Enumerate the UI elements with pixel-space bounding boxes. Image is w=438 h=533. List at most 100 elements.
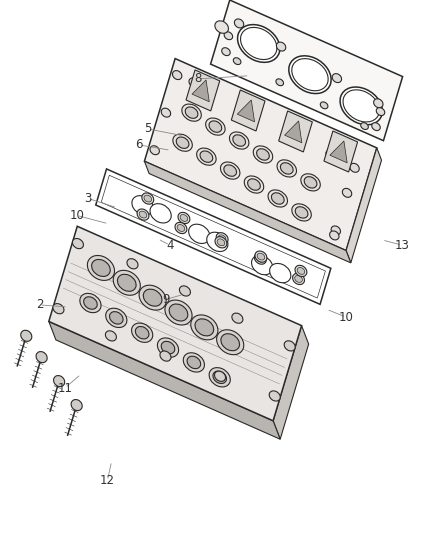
Ellipse shape	[276, 79, 283, 86]
Text: 13: 13	[395, 239, 410, 252]
Ellipse shape	[254, 253, 266, 264]
Ellipse shape	[361, 123, 368, 130]
Text: 6: 6	[135, 139, 143, 151]
Ellipse shape	[207, 232, 228, 252]
Ellipse shape	[244, 176, 264, 193]
Text: 10: 10	[69, 209, 84, 222]
Ellipse shape	[106, 331, 117, 341]
Ellipse shape	[230, 132, 249, 149]
Ellipse shape	[150, 204, 171, 223]
Ellipse shape	[292, 59, 328, 91]
Text: 11: 11	[57, 382, 72, 394]
Text: 3: 3	[84, 192, 91, 205]
Text: 4: 4	[166, 239, 174, 252]
Text: 8: 8	[194, 72, 201, 85]
Ellipse shape	[215, 371, 226, 382]
Polygon shape	[49, 227, 302, 421]
Ellipse shape	[257, 253, 265, 260]
Ellipse shape	[293, 273, 304, 285]
Ellipse shape	[160, 351, 171, 361]
Polygon shape	[145, 161, 351, 263]
Polygon shape	[237, 100, 254, 122]
Ellipse shape	[36, 352, 47, 362]
Ellipse shape	[132, 196, 153, 215]
Ellipse shape	[137, 209, 149, 220]
Ellipse shape	[284, 341, 295, 351]
Ellipse shape	[161, 341, 175, 354]
Ellipse shape	[295, 276, 302, 282]
Ellipse shape	[257, 255, 264, 262]
Ellipse shape	[330, 231, 339, 240]
Ellipse shape	[295, 265, 307, 277]
Ellipse shape	[117, 274, 136, 292]
Text: 5: 5	[145, 123, 152, 135]
Ellipse shape	[189, 224, 210, 244]
Ellipse shape	[374, 99, 383, 108]
Polygon shape	[231, 90, 265, 131]
Ellipse shape	[343, 90, 379, 122]
Ellipse shape	[301, 174, 320, 191]
Ellipse shape	[84, 297, 97, 309]
Ellipse shape	[113, 270, 140, 295]
Ellipse shape	[189, 78, 198, 87]
Ellipse shape	[209, 368, 230, 387]
Ellipse shape	[270, 263, 291, 283]
Ellipse shape	[289, 56, 331, 94]
Ellipse shape	[257, 149, 269, 160]
Ellipse shape	[209, 121, 222, 132]
Ellipse shape	[173, 134, 192, 151]
Ellipse shape	[182, 104, 201, 121]
Ellipse shape	[340, 87, 382, 125]
Ellipse shape	[251, 255, 273, 274]
Ellipse shape	[213, 371, 226, 384]
Polygon shape	[145, 59, 377, 251]
Text: 10: 10	[339, 311, 353, 324]
Ellipse shape	[87, 255, 114, 280]
Ellipse shape	[183, 353, 205, 372]
Ellipse shape	[142, 193, 154, 204]
Ellipse shape	[332, 74, 342, 83]
Ellipse shape	[215, 237, 227, 248]
Ellipse shape	[292, 204, 311, 221]
Ellipse shape	[233, 135, 246, 146]
Ellipse shape	[218, 235, 226, 242]
Text: 9: 9	[162, 293, 170, 306]
Ellipse shape	[220, 162, 240, 179]
Polygon shape	[273, 326, 309, 439]
Polygon shape	[279, 111, 312, 152]
Ellipse shape	[139, 211, 147, 218]
Ellipse shape	[127, 259, 138, 269]
Polygon shape	[96, 169, 331, 304]
Ellipse shape	[191, 315, 218, 340]
Ellipse shape	[175, 222, 187, 233]
Ellipse shape	[276, 42, 286, 51]
Ellipse shape	[215, 21, 229, 33]
Ellipse shape	[110, 312, 123, 324]
Ellipse shape	[232, 313, 243, 324]
Ellipse shape	[277, 160, 297, 177]
Ellipse shape	[53, 304, 64, 314]
Ellipse shape	[237, 25, 280, 62]
Ellipse shape	[224, 165, 237, 176]
Polygon shape	[285, 121, 302, 143]
Ellipse shape	[221, 334, 240, 351]
Ellipse shape	[297, 268, 305, 274]
Ellipse shape	[180, 215, 188, 221]
Ellipse shape	[92, 260, 110, 277]
Ellipse shape	[350, 163, 359, 172]
Ellipse shape	[247, 179, 260, 190]
Ellipse shape	[216, 233, 228, 244]
Ellipse shape	[280, 163, 293, 174]
Polygon shape	[346, 148, 381, 263]
Ellipse shape	[135, 327, 149, 339]
Ellipse shape	[139, 285, 166, 310]
Ellipse shape	[376, 108, 385, 116]
Text: 2: 2	[35, 298, 43, 311]
Ellipse shape	[253, 146, 273, 163]
Ellipse shape	[21, 330, 32, 341]
Polygon shape	[192, 80, 209, 102]
Ellipse shape	[131, 323, 153, 342]
Ellipse shape	[295, 207, 308, 218]
Ellipse shape	[180, 286, 191, 296]
Text: 12: 12	[100, 474, 115, 487]
